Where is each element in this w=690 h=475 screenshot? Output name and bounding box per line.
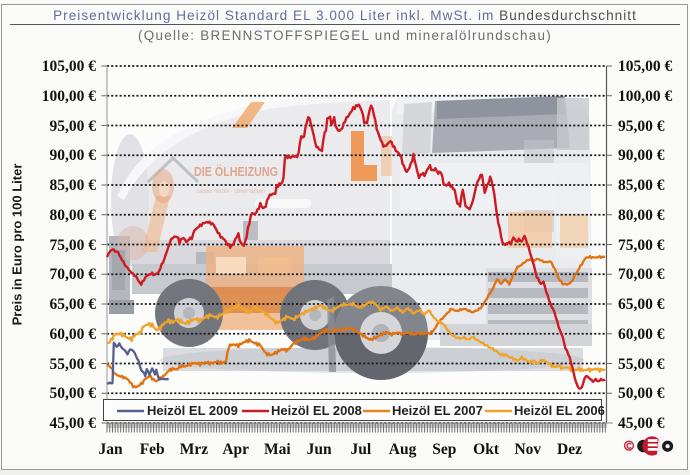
- svg-text:DIE ÖLHEIZUNG: DIE ÖLHEIZUNG: [194, 164, 278, 179]
- svg-text:sauber heizen · clever tanken: sauber heizen · clever tanken: [197, 188, 265, 195]
